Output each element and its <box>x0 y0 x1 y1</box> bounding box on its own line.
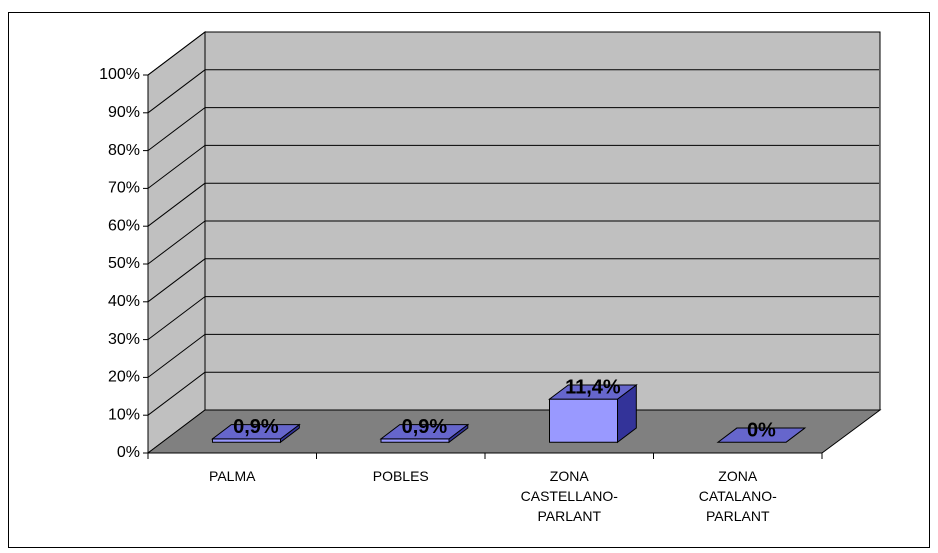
x-tick-label: ZONA CASTELLANO-PARLANT <box>520 468 618 524</box>
grid-line <box>147 182 206 227</box>
grid-line <box>147 145 206 189</box>
bar-front <box>549 398 618 443</box>
y-tick-label: 80% <box>108 142 140 159</box>
y-tick-label: 10% <box>108 406 140 423</box>
y-tick-label: 70% <box>108 180 140 197</box>
y-tick-label: 30% <box>108 331 140 348</box>
bar-top <box>211 424 301 440</box>
grid-line <box>147 296 206 340</box>
y-tick-label: 50% <box>108 255 140 272</box>
grid-line <box>147 220 206 265</box>
grid-line <box>147 334 206 378</box>
grid-line <box>147 69 206 114</box>
value-label: 11,4% <box>565 376 621 398</box>
bar-front <box>212 438 281 443</box>
value-label: 0,9% <box>233 416 279 438</box>
value-label: 0% <box>747 419 776 441</box>
grid-line <box>147 107 206 151</box>
x-tick-label: PALMA <box>209 468 256 484</box>
grid-line <box>147 258 206 303</box>
y-tick-label: 100% <box>99 66 140 83</box>
y-tick-label: 0% <box>117 444 140 461</box>
grid-line <box>147 371 206 416</box>
y-tick-label: 20% <box>108 369 140 386</box>
y-tick-label: 90% <box>108 104 140 121</box>
bar-front <box>380 438 450 443</box>
y-tick-label: 60% <box>108 217 140 234</box>
bar-top <box>379 424 470 440</box>
bar-top <box>716 427 807 443</box>
x-tick-label: POBLES <box>372 468 429 484</box>
grid-line <box>147 31 206 76</box>
value-label: 0,9% <box>402 416 448 438</box>
y-tick-label: 40% <box>108 293 140 310</box>
x-tick-label: ZONA CATALANO-PARLANT <box>698 468 777 524</box>
bar-top <box>548 384 638 400</box>
